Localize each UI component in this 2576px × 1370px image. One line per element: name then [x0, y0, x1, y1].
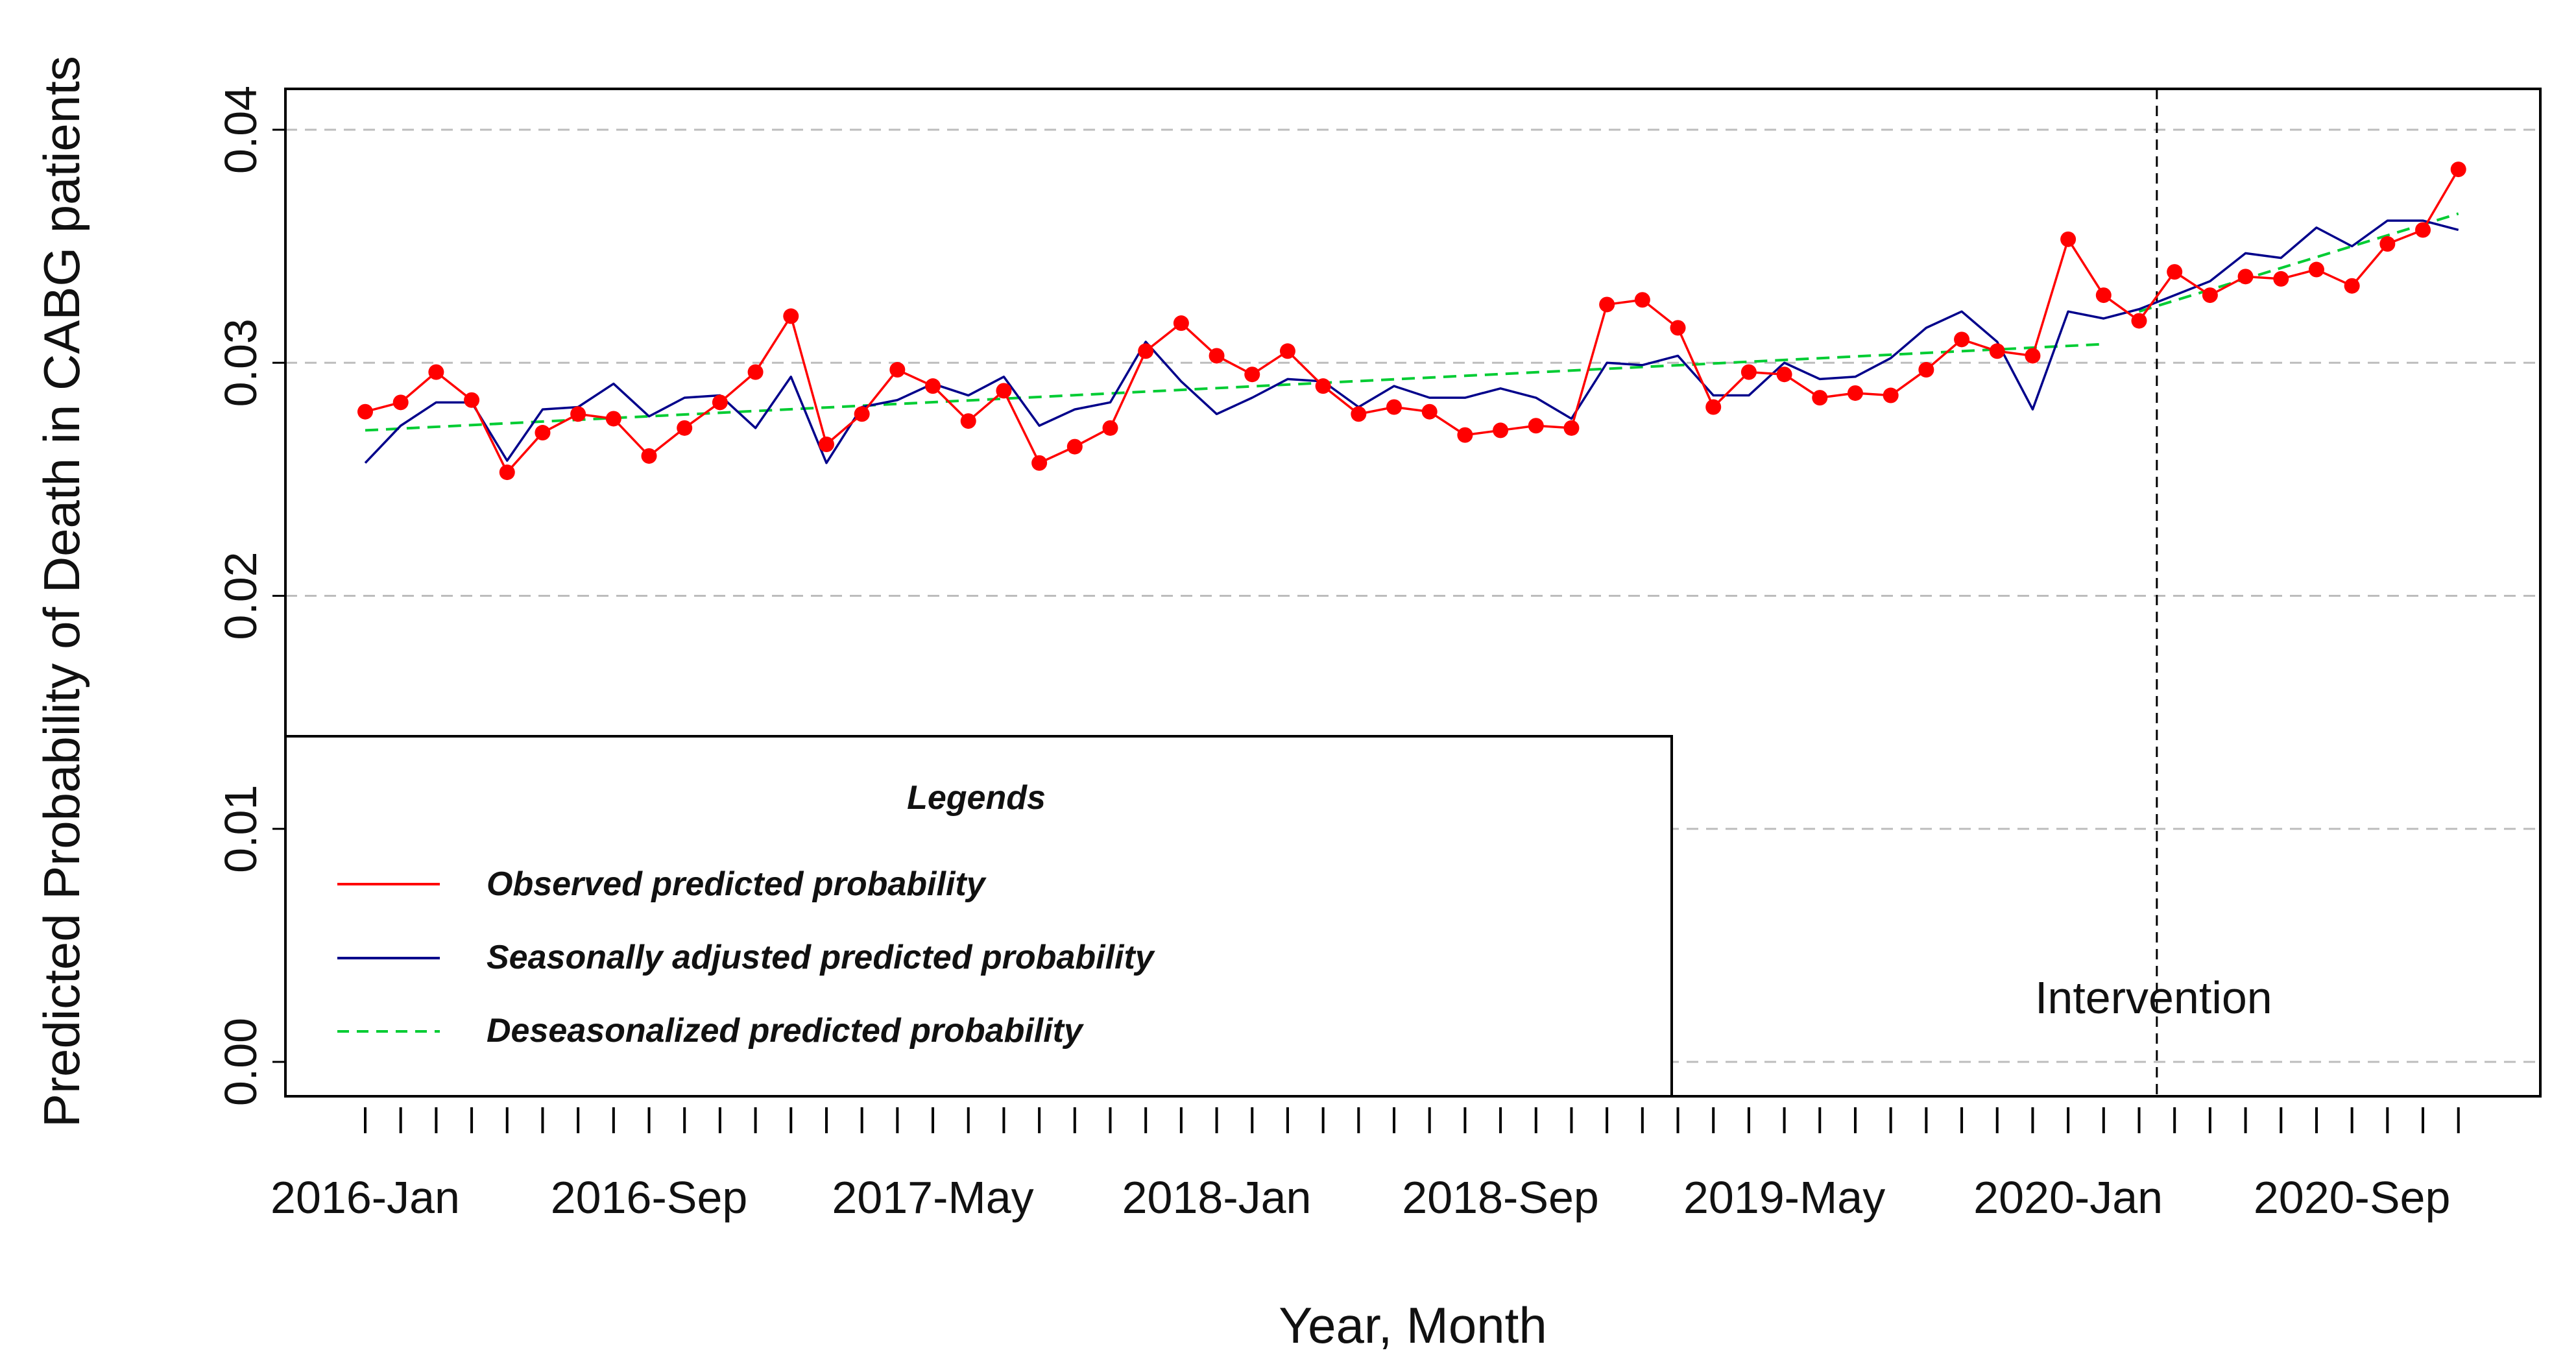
- observed-point: [1493, 422, 1509, 439]
- observed-point: [570, 406, 586, 422]
- observed-point: [2308, 261, 2324, 278]
- plot-frame: [284, 88, 2542, 1098]
- observed-point: [1634, 292, 1650, 308]
- observed-point: [677, 420, 693, 436]
- observed-point: [1173, 315, 1189, 331]
- observed-point: [605, 411, 621, 427]
- observed-point: [2131, 313, 2147, 329]
- observed-point: [2237, 269, 2254, 285]
- observed-point: [1528, 418, 1544, 434]
- observed-point: [818, 436, 834, 452]
- observed-point: [747, 364, 764, 380]
- observed-point: [2450, 162, 2466, 178]
- observed-point: [1244, 367, 1260, 383]
- observed-point: [1670, 320, 1686, 336]
- observed-point: [1599, 296, 1615, 313]
- observed-point: [1209, 348, 1225, 364]
- observed-point: [1563, 420, 1580, 436]
- observed-point: [2060, 231, 2076, 247]
- legend-deseasonalized-label: Deseasonalized predicted probability: [487, 1012, 1085, 1050]
- observed-point: [783, 308, 799, 324]
- x-tick-label: 2019-May: [1683, 1172, 1885, 1223]
- observed-point: [535, 425, 551, 441]
- intervention-marker: Intervention: [2035, 89, 2272, 1096]
- observed-point: [2379, 236, 2396, 252]
- observed-point: [499, 464, 515, 481]
- observed-point: [1705, 399, 1722, 415]
- x-tick-label: 2017-May: [832, 1172, 1033, 1223]
- y-tick-label: 0.00: [215, 1018, 266, 1106]
- x-tick-label: 2018-Jan: [1122, 1172, 1312, 1223]
- observed-point: [1102, 420, 1118, 436]
- axes: Year, Month Predicted Probability of Dea…: [33, 56, 2460, 1354]
- legend-observed-label: Observed predicted probability: [487, 865, 987, 903]
- x-tick-label: 2018-Sep: [1402, 1172, 1599, 1223]
- observed-point: [712, 394, 728, 411]
- observed-point: [428, 364, 444, 380]
- observed-point: [996, 383, 1012, 399]
- observed-point: [1847, 385, 1863, 401]
- x-tick-label: 2020-Jan: [1973, 1172, 2163, 1223]
- x-axis-title: Year, Month: [1279, 1297, 1547, 1354]
- legend-title: Legends: [907, 779, 1046, 817]
- y-tick-label: 0.01: [215, 785, 266, 873]
- observed-point: [1031, 455, 1048, 471]
- observed-point: [1279, 343, 1295, 359]
- observed-point: [392, 394, 409, 411]
- observed-point: [889, 362, 906, 378]
- observed-point: [925, 378, 941, 394]
- observed-point: [1351, 406, 1367, 422]
- observed-point: [854, 406, 870, 422]
- observed-point: [1457, 427, 1473, 443]
- observed-point: [641, 448, 657, 464]
- x-tick-label: 2016-Jan: [271, 1172, 460, 1223]
- legend-seasonal-label: Seasonally adjusted predicted probabilit…: [487, 939, 1156, 976]
- observed-point: [2344, 278, 2360, 294]
- observed-point: [960, 413, 976, 429]
- observed-point: [2095, 287, 2112, 304]
- observed-point: [2202, 287, 2218, 304]
- series: [357, 162, 2466, 481]
- observed-point: [2273, 270, 2289, 287]
- observed-point: [1776, 367, 1792, 383]
- x-tick-label: 2016-Sep: [551, 1172, 748, 1223]
- observed-point: [1989, 343, 2005, 359]
- y-axis-title: Predicted Probability of Death in CABG p…: [33, 56, 90, 1127]
- deseasonalized-trend-segment: [2138, 212, 2459, 313]
- x-tick-label: 2020-Sep: [2254, 1172, 2451, 1223]
- legend: Legends Observed predicted probability S…: [284, 735, 1673, 1098]
- observed-point: [1138, 343, 1154, 359]
- observed-point: [1812, 390, 1828, 406]
- observed-point: [2025, 348, 2041, 364]
- y-tick-label: 0.04: [215, 86, 266, 174]
- observed-point: [1386, 399, 1402, 415]
- observed-point: [1883, 387, 1899, 403]
- legend-box: [284, 735, 1673, 1098]
- observed-point: [2167, 264, 2183, 280]
- seasonally-adjusted-line: [364, 219, 2459, 464]
- observed-point: [1315, 378, 1331, 394]
- observed-point: [1421, 403, 1438, 420]
- y-tick-label: 0.02: [215, 551, 266, 640]
- intervention-label: Intervention: [2035, 972, 2272, 1023]
- observed-point: [357, 403, 373, 420]
- observed-point: [2415, 222, 2431, 238]
- observed-point: [1918, 362, 1934, 378]
- observed-point: [464, 392, 480, 408]
- observed-point: [1740, 364, 1757, 380]
- y-tick-label: 0.03: [215, 318, 266, 407]
- observed-point: [1954, 331, 1970, 348]
- observed-point: [1066, 439, 1083, 455]
